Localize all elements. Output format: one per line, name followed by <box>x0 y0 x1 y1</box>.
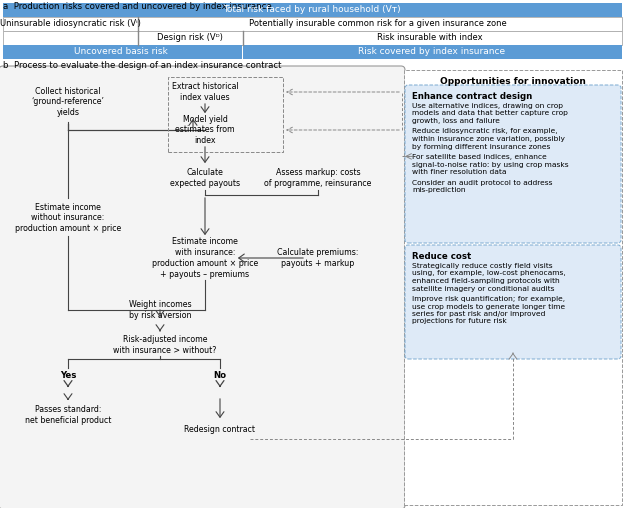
Text: projections for future risk: projections for future risk <box>412 319 507 325</box>
Text: Yes: Yes <box>60 371 76 380</box>
Bar <box>243 45 622 59</box>
Text: b  Process to evaluate the design of an index insurance contract: b Process to evaluate the design of an i… <box>3 61 281 70</box>
Text: within insurance zone variation, possibly: within insurance zone variation, possibl… <box>412 136 565 142</box>
Text: For satellite based indices, enhance: For satellite based indices, enhance <box>412 154 547 160</box>
Text: Calculate premiums:
payouts + markup: Calculate premiums: payouts + markup <box>277 248 359 268</box>
Text: Risk insurable with index: Risk insurable with index <box>377 34 483 43</box>
Text: Improve risk quantification; for example,: Improve risk quantification; for example… <box>412 296 565 302</box>
Text: Design risk (Vᴰ): Design risk (Vᴰ) <box>157 34 223 43</box>
Text: Estimate income
without insurance:
production amount × price: Estimate income without insurance: produ… <box>15 203 121 233</box>
Text: Total risk faced by rural household (Vᴛ): Total risk faced by rural household (Vᴛ) <box>223 6 401 15</box>
Text: Uninsurable idiosyncratic risk (Vⁱ): Uninsurable idiosyncratic risk (Vⁱ) <box>0 19 140 28</box>
Bar <box>3 45 242 59</box>
Text: Reduce idiosyncratic risk, for example,: Reduce idiosyncratic risk, for example, <box>412 129 558 135</box>
Bar <box>3 3 622 17</box>
Text: Consider an audit protocol to address: Consider an audit protocol to address <box>412 179 552 185</box>
Text: Enhance contract design: Enhance contract design <box>412 92 532 101</box>
Text: Model yield
estimates from
index: Model yield estimates from index <box>175 115 235 145</box>
Text: Estimate income
with insurance:
production amount × price
+ payouts – premiums: Estimate income with insurance: producti… <box>152 237 258 278</box>
Text: mis-prediction: mis-prediction <box>412 187 466 193</box>
Bar <box>3 17 622 31</box>
Text: Reduce cost: Reduce cost <box>412 252 471 261</box>
Text: a  Production risks covered and uncovered by index insurance: a Production risks covered and uncovered… <box>3 2 271 11</box>
Text: satellite imagery or conditional audits: satellite imagery or conditional audits <box>412 285 555 292</box>
Text: series for past risk and/or improved: series for past risk and/or improved <box>412 311 545 317</box>
Text: Use alternative indices, drawing on crop: Use alternative indices, drawing on crop <box>412 103 563 109</box>
Text: No: No <box>213 371 227 380</box>
Text: Collect historical
‘ground-reference’
yields: Collect historical ‘ground-reference’ yi… <box>31 87 104 117</box>
Text: Uncovered basis risk: Uncovered basis risk <box>74 48 168 56</box>
Text: Weight incomes
by risk aversion: Weight incomes by risk aversion <box>129 300 192 320</box>
Text: Extract historical
index values: Extract historical index values <box>172 82 238 102</box>
Text: Strategically reduce costly field visits: Strategically reduce costly field visits <box>412 263 553 269</box>
FancyBboxPatch shape <box>405 85 621 243</box>
Bar <box>168 77 283 152</box>
Text: Calculate
expected payouts: Calculate expected payouts <box>170 168 240 188</box>
Text: growth, loss and failure: growth, loss and failure <box>412 118 500 124</box>
Text: Assess markup: costs
of programme, reinsurance: Assess markup: costs of programme, reins… <box>265 168 372 188</box>
Text: Passes standard:
net beneficial product: Passes standard: net beneficial product <box>25 405 111 425</box>
Text: using, for example, low-cost phenocams,: using, for example, low-cost phenocams, <box>412 270 566 276</box>
Text: Risk covered by index insurance: Risk covered by index insurance <box>358 48 505 56</box>
Text: models and data that better capture crop: models and data that better capture crop <box>412 111 568 116</box>
Text: by forming different insurance zones: by forming different insurance zones <box>412 143 550 149</box>
Text: Opportunities for innovation: Opportunities for innovation <box>440 77 586 86</box>
Text: Redesign contract: Redesign contract <box>185 426 255 434</box>
Text: Potentially insurable common risk for a given insurance zone: Potentially insurable common risk for a … <box>249 19 507 28</box>
FancyBboxPatch shape <box>0 66 405 508</box>
FancyBboxPatch shape <box>405 245 621 359</box>
Bar <box>404 70 622 505</box>
Text: use crop models to generate longer time: use crop models to generate longer time <box>412 303 565 309</box>
Text: Risk-adjusted income
with insurance > without?: Risk-adjusted income with insurance > wi… <box>114 335 217 355</box>
Text: signal-to-noise ratio: by using crop masks: signal-to-noise ratio: by using crop mas… <box>412 162 568 168</box>
Text: enhanced field-sampling protocols with: enhanced field-sampling protocols with <box>412 278 560 284</box>
Bar <box>3 31 622 45</box>
Text: with finer resolution data: with finer resolution data <box>412 169 507 175</box>
